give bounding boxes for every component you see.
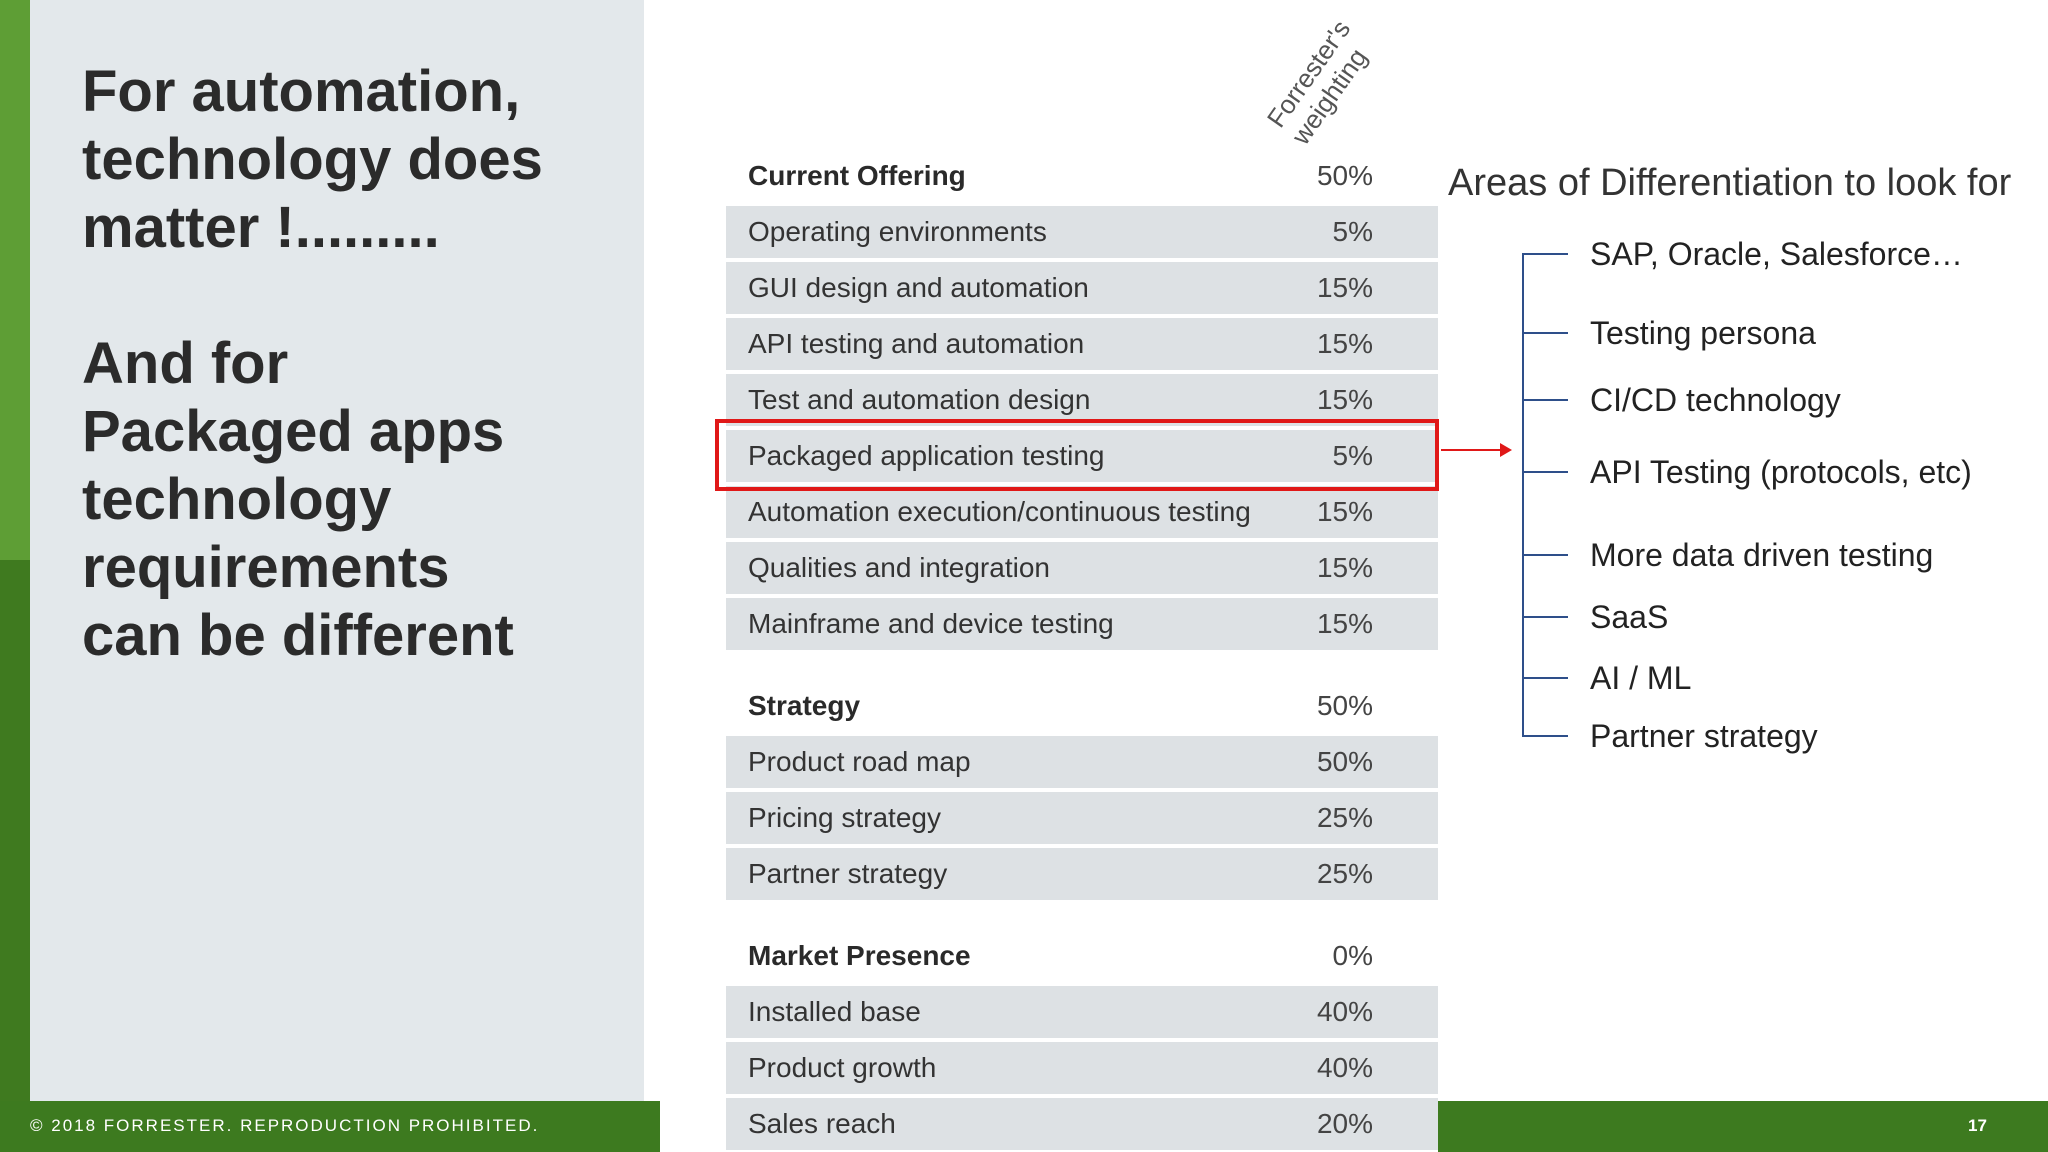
left-panel [30, 0, 644, 1101]
heading-line: technology does [82, 127, 543, 192]
tree-connector [1522, 254, 1524, 736]
row-label: Packaged application testing [748, 440, 1105, 471]
table-row: Test and automation design 15% [726, 374, 1438, 426]
heading-line: Packaged apps [82, 399, 505, 464]
tree-branch [1522, 253, 1568, 255]
row-label: Installed base [748, 996, 921, 1027]
row-weight: 40% [1316, 1052, 1373, 1083]
table-row: Partner strategy 25% [726, 848, 1438, 900]
weighting-column-header: Forrester's weighting [1260, 14, 1374, 150]
row-label: Market Presence [748, 940, 971, 971]
heading-line: can be different [82, 603, 514, 668]
table-section-header: Strategy 50% [726, 680, 1438, 732]
row-weight: 50% [1316, 690, 1373, 721]
table-section-header: Current Offering 50% [726, 150, 1438, 202]
differentiation-item: SaaS [1522, 599, 1668, 635]
heading-line: And for [82, 331, 289, 396]
arrow-line [1441, 449, 1503, 451]
differentiation-item-label: API Testing (protocols, etc) [1590, 453, 1972, 490]
row-weight: 15% [1316, 496, 1373, 527]
differentiation-item: SAP, Oracle, Salesforce… [1522, 236, 1963, 272]
tree-branch [1522, 332, 1568, 334]
row-label: Current Offering [748, 160, 966, 191]
table-row: API testing and automation 15% [726, 318, 1438, 370]
differentiation-item-label: SaaS [1590, 598, 1669, 635]
tree-branch [1522, 554, 1568, 556]
row-weight: 40% [1316, 996, 1373, 1027]
table-row: Product growth 40% [726, 1042, 1438, 1094]
differentiation-item-label: Testing persona [1590, 314, 1816, 351]
differentiation-item-label: SAP, Oracle, Salesforce… [1590, 235, 1963, 272]
green-accent-strip [0, 0, 30, 580]
heading-line: technology [82, 467, 392, 532]
row-weight: 5% [1332, 216, 1373, 247]
row-weight: 25% [1316, 802, 1373, 833]
row-weight: 15% [1316, 552, 1373, 583]
row-label: Product growth [748, 1052, 937, 1083]
row-weight: 0% [1332, 940, 1373, 971]
row-label: API testing and automation [748, 328, 1085, 359]
heading-line: For automation, [82, 59, 521, 124]
differentiation-item-label: CI/CD technology [1590, 381, 1841, 418]
differentiation-item: API Testing (protocols, etc) [1522, 454, 1972, 490]
table-row: Operating environments 5% [726, 206, 1438, 258]
table-section-header: Market Presence 0% [726, 930, 1438, 982]
row-label: Partner strategy [748, 858, 948, 889]
row-weight: 15% [1316, 384, 1373, 415]
row-label: Test and automation design [748, 384, 1091, 415]
row-weight: 15% [1316, 608, 1373, 639]
table-row: Installed base 40% [726, 986, 1438, 1038]
differentiation-title: Areas of Differentiation to look for [1448, 162, 2012, 204]
footer-bar-right [1438, 1101, 2048, 1152]
differentiation-item-label: More data driven testing [1590, 536, 1934, 573]
table-row: Pricing strategy 25% [726, 792, 1438, 844]
row-label: Pricing strategy [748, 802, 941, 833]
row-weight: 15% [1316, 328, 1373, 359]
row-weight: 15% [1316, 272, 1373, 303]
differentiation-item-label: AI / ML [1590, 659, 1692, 696]
page-number: 17 [1968, 1116, 1987, 1135]
row-label: Qualities and integration [748, 552, 1050, 583]
tree-branch [1522, 677, 1568, 679]
tree-branch [1522, 616, 1568, 618]
tree-branch [1522, 471, 1568, 473]
row-weight: 50% [1316, 160, 1373, 191]
row-label: Mainframe and device testing [748, 608, 1114, 639]
table-row: Product road map 50% [726, 736, 1438, 788]
arrow-head-icon [1500, 443, 1512, 457]
heading-line: requirements [82, 535, 450, 600]
row-weight: 20% [1316, 1108, 1373, 1139]
table-row: GUI design and automation 15% [726, 262, 1438, 314]
row-label: GUI design and automation [748, 272, 1089, 303]
row-weight: 50% [1316, 746, 1373, 777]
differentiation-item: Partner strategy [1522, 718, 1818, 754]
row-label: Sales reach [748, 1108, 896, 1139]
slide-heading: For automation, technology does matter !… [82, 58, 642, 670]
differentiation-item-label: Partner strategy [1590, 717, 1818, 754]
heading-line: matter !......... [82, 195, 440, 260]
differentiation-item: More data driven testing [1522, 537, 1933, 573]
row-label: Product road map [748, 746, 971, 777]
row-weight: 5% [1332, 440, 1373, 471]
footer-copyright: © 2018 FORRESTER. REPRODUCTION PROHIBITE… [30, 1116, 540, 1135]
tree-branch [1522, 735, 1568, 737]
row-label: Operating environments [748, 216, 1047, 247]
differentiation-item: Testing persona [1522, 315, 1816, 351]
row-label: Automation execution/continuous testing [748, 496, 1251, 527]
row-label: Strategy [748, 690, 861, 721]
highlight-box [715, 419, 1439, 491]
differentiation-item: CI/CD technology [1522, 382, 1841, 418]
green-accent-strip-dark [0, 560, 30, 1152]
table-row: Automation execution/continuous testing 1… [726, 486, 1438, 538]
table-row: Sales reach 20% [726, 1098, 1438, 1150]
table-row: Mainframe and device testing 15% [726, 598, 1438, 650]
table-row: Qualities and integration 15% [726, 542, 1438, 594]
differentiation-item: AI / ML [1522, 660, 1691, 696]
row-weight: 25% [1316, 858, 1373, 889]
tree-branch [1522, 399, 1568, 401]
footer-bar [0, 1101, 660, 1152]
table-row: Packaged application testing 5% [726, 430, 1438, 482]
